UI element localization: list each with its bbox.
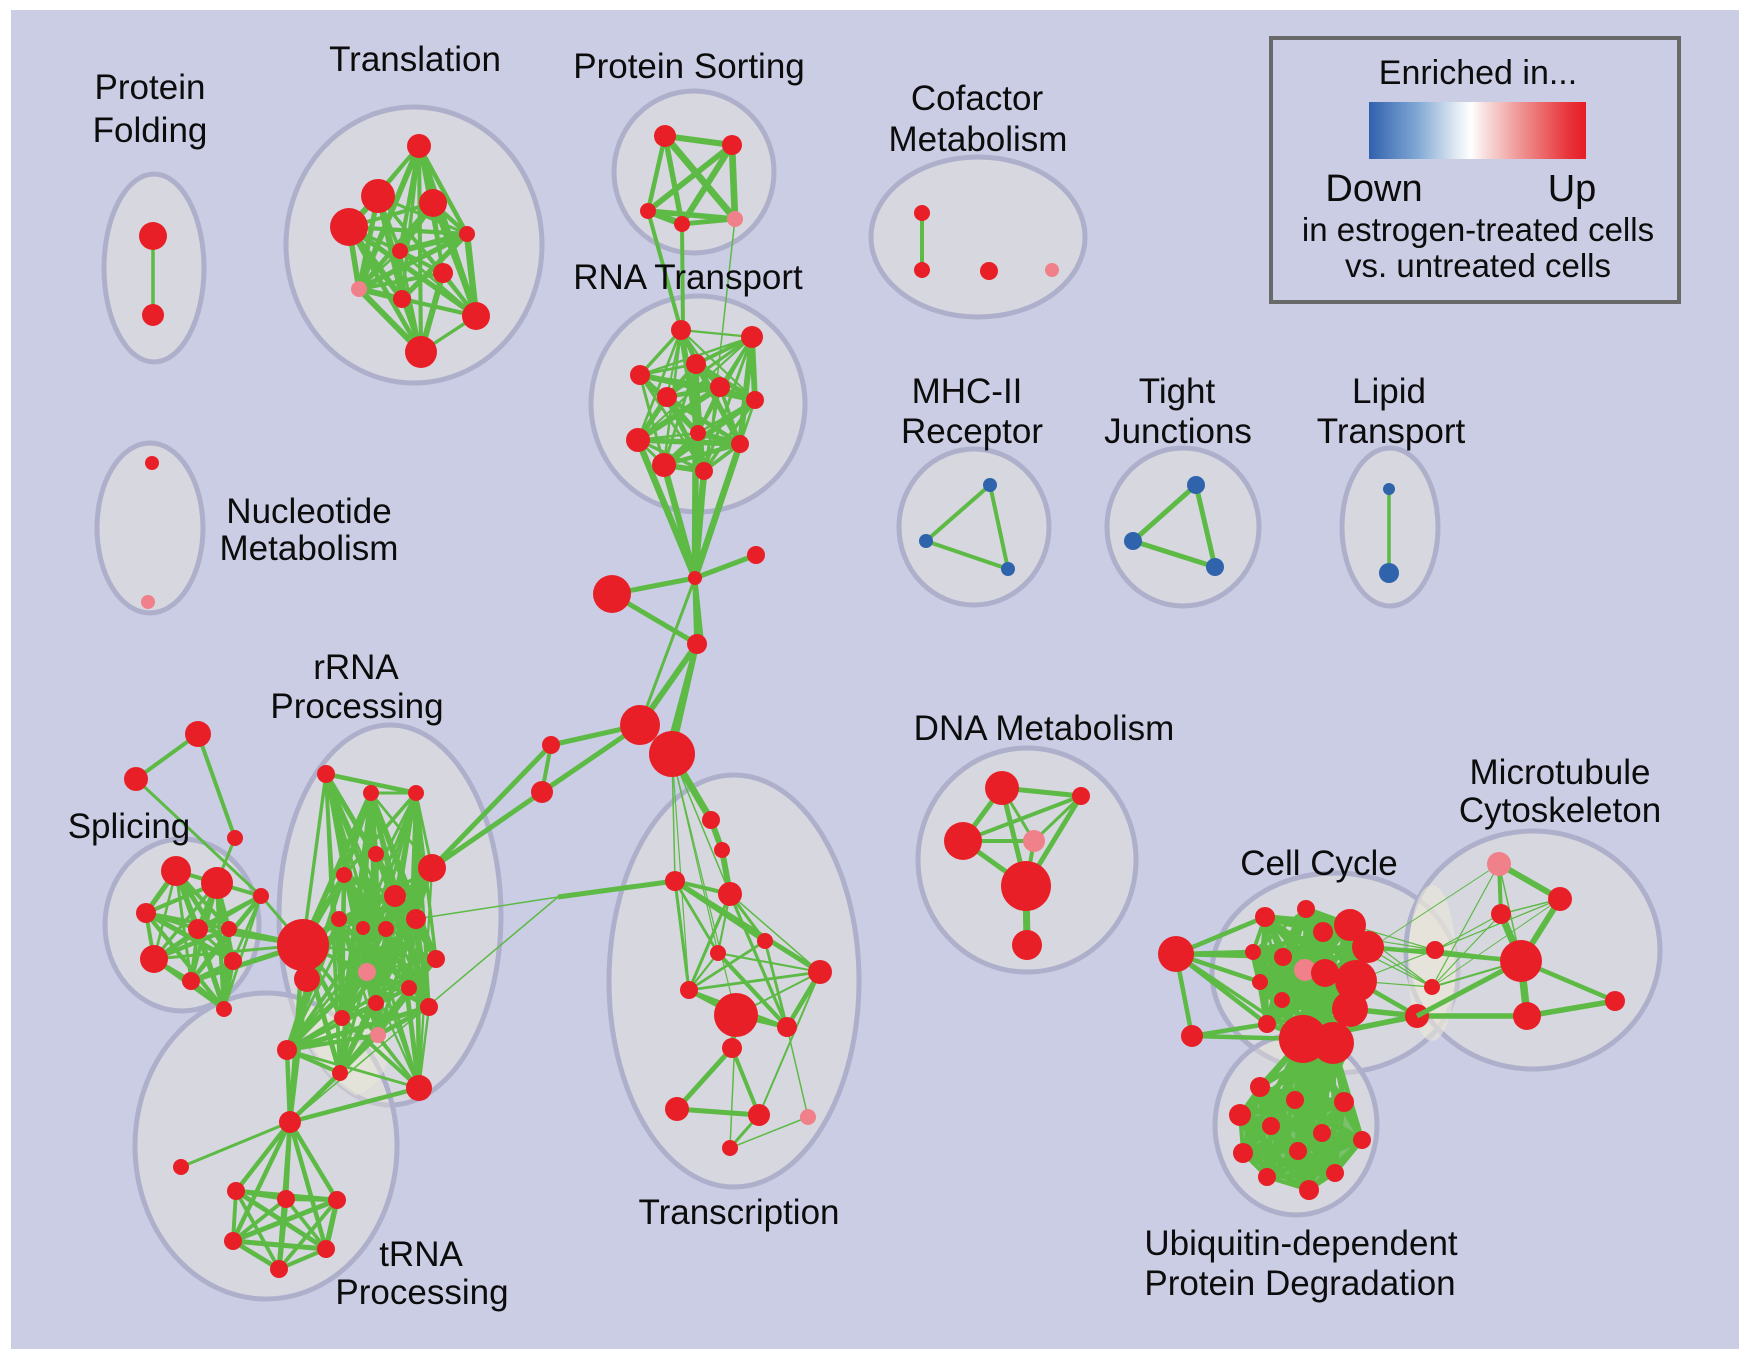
svg-text:Tight: Tight xyxy=(1139,372,1216,411)
svg-text:Enriched in...: Enriched in... xyxy=(1379,54,1577,92)
svg-text:Protein: Protein xyxy=(95,68,206,107)
svg-text:Cofactor: Cofactor xyxy=(911,79,1044,118)
svg-text:Down: Down xyxy=(1325,168,1422,210)
svg-text:Metabolism: Metabolism xyxy=(220,529,399,568)
svg-text:Ubiquitin-dependent: Ubiquitin-dependent xyxy=(1144,1224,1458,1263)
svg-text:Translation: Translation xyxy=(329,40,501,79)
svg-text:Processing: Processing xyxy=(270,687,443,726)
svg-text:Processing: Processing xyxy=(335,1273,508,1312)
svg-text:Splicing: Splicing xyxy=(68,807,191,846)
svg-text:in estrogen-treated cells: in estrogen-treated cells xyxy=(1302,211,1654,248)
svg-text:Microtubule: Microtubule xyxy=(1470,753,1651,792)
svg-text:Junctions: Junctions xyxy=(1104,412,1252,451)
svg-text:Folding: Folding xyxy=(93,111,208,150)
svg-text:Cytoskeleton: Cytoskeleton xyxy=(1459,791,1661,830)
svg-text:Up: Up xyxy=(1548,168,1597,210)
svg-text:Receptor: Receptor xyxy=(901,412,1043,451)
svg-text:Transport: Transport xyxy=(1317,412,1466,451)
svg-text:MHC-II: MHC-II xyxy=(912,372,1023,411)
svg-text:RNA Transport: RNA Transport xyxy=(573,258,803,297)
svg-text:vs. untreated cells: vs. untreated cells xyxy=(1345,247,1611,284)
svg-text:Cell Cycle: Cell Cycle xyxy=(1240,844,1398,883)
svg-text:Protein Degradation: Protein Degradation xyxy=(1144,1264,1455,1303)
svg-text:Transcription: Transcription xyxy=(639,1193,840,1232)
svg-text:Nucleotide: Nucleotide xyxy=(226,492,391,531)
svg-text:Lipid: Lipid xyxy=(1352,372,1426,411)
svg-text:tRNA: tRNA xyxy=(379,1235,463,1274)
svg-text:rRNA: rRNA xyxy=(313,648,399,687)
svg-text:Metabolism: Metabolism xyxy=(889,120,1068,159)
svg-text:DNA Metabolism: DNA Metabolism xyxy=(914,709,1175,748)
svg-text:Protein Sorting: Protein Sorting xyxy=(573,47,805,86)
